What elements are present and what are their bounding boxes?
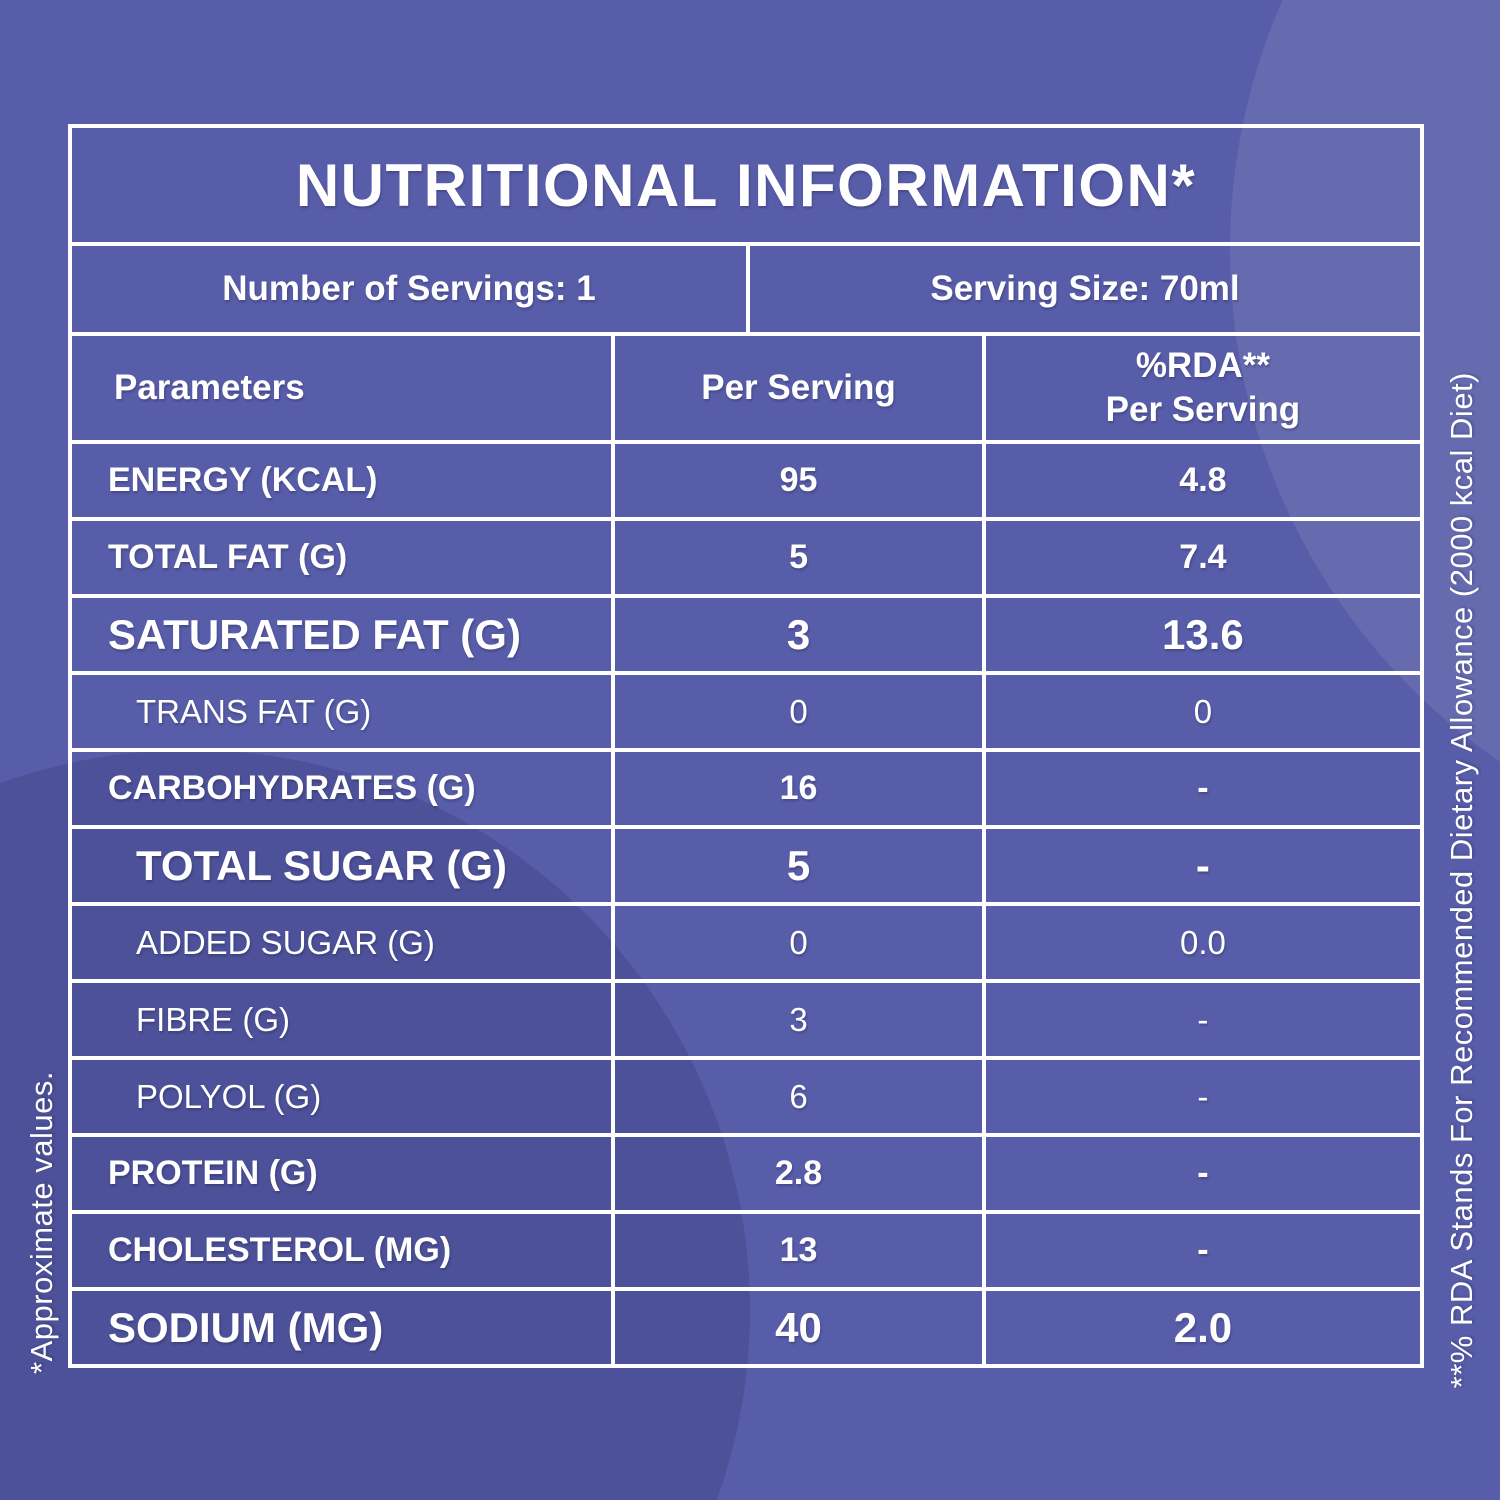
parameter-cell: TRANS FAT (G) (136, 692, 372, 730)
title-cell: NUTRITIONAL INFORMATION* (72, 128, 1420, 242)
table-row-added-sugar: ADDED SUGAR (G) 0 0.0 (72, 902, 1420, 979)
rda-cell: - (981, 752, 1420, 825)
per-serving-cell: 0 (611, 675, 982, 748)
per-serving-cell: 5 (611, 829, 982, 902)
rda-cell: 7.4 (981, 521, 1420, 594)
column-header-rda: %RDA** Per Serving (981, 336, 1420, 440)
rda-cell: - (981, 983, 1420, 1056)
per-serving-cell: 5 (611, 521, 982, 594)
servings-row: Number of Servings: 1 Serving Size: 70ml (72, 242, 1420, 332)
per-serving-cell: 3 (611, 983, 982, 1056)
footnote-rda-definition: **% RDA Stands For Recommended Dietary A… (1444, 371, 1479, 1388)
nutrition-table: NUTRITIONAL INFORMATION* Number of Servi… (68, 124, 1424, 1368)
column-header-parameters: Parameters (114, 368, 305, 407)
serving-size: Serving Size: 70ml (746, 246, 1420, 332)
table-row-total-fat: TOTAL FAT (G) 5 7.4 (72, 517, 1420, 594)
parameter-cell: TOTAL SUGAR (G) (136, 841, 507, 889)
parameter-cell: ENERGY (KCAL) (108, 461, 378, 499)
parameter-cell: CHOLESTEROL (MG) (108, 1231, 452, 1269)
parameter-cell: CARBOHYDRATES (G) (108, 769, 476, 807)
rda-cell: - (981, 1060, 1420, 1133)
footnote-approximate-values: *Approximate values. (24, 1071, 59, 1374)
table-row-cholesterol: CHOLESTEROL (MG) 13 - (72, 1210, 1420, 1287)
parameter-cell: PROTEIN (G) (108, 1154, 318, 1192)
rda-cell: - (981, 1137, 1420, 1210)
per-serving-cell: 13 (611, 1214, 982, 1287)
per-serving-cell: 3 (611, 598, 982, 671)
page-title: NUTRITIONAL INFORMATION* (295, 151, 1197, 219)
rda-cell: - (981, 1214, 1420, 1287)
parameter-cell: TOTAL FAT (G) (108, 538, 348, 576)
table-row-energy: ENERGY (KCAL) 95 4.8 (72, 440, 1420, 517)
per-serving-cell: 6 (611, 1060, 982, 1133)
rda-cell: 13.6 (981, 598, 1420, 671)
per-serving-cell: 16 (611, 752, 982, 825)
rda-cell: 4.8 (981, 444, 1420, 517)
table-row-trans-fat: TRANS FAT (G) 0 0 (72, 671, 1420, 748)
per-serving-cell: 2.8 (611, 1137, 982, 1210)
column-header-per-serving: Per Serving (611, 336, 982, 440)
header-row: Parameters Per Serving %RDA** Per Servin… (72, 332, 1420, 440)
per-serving-cell: 95 (611, 444, 982, 517)
rda-cell: 2.0 (981, 1291, 1420, 1364)
title-row: NUTRITIONAL INFORMATION* (72, 128, 1420, 242)
table-row-carbohydrates: CARBOHYDRATES (G) 16 - (72, 748, 1420, 825)
rda-cell: - (981, 829, 1420, 902)
rda-cell: 0 (981, 675, 1420, 748)
rda-header-line1: %RDA** (1135, 346, 1271, 386)
rda-header-line2: Per Serving (1105, 390, 1301, 429)
number-of-servings: Number of Servings: 1 (222, 269, 596, 308)
parameter-cell: SODIUM (MG) (108, 1303, 384, 1351)
table-row-saturated-fat: SATURATED FAT (G) 3 13.6 (72, 594, 1420, 671)
parameter-cell: ADDED SUGAR (G) (136, 923, 435, 961)
table-row-total-sugar: TOTAL SUGAR (G) 5 - (72, 825, 1420, 902)
table-row-polyol: POLYOL (G) 6 - (72, 1056, 1420, 1133)
table-row-sodium: SODIUM (MG) 40 2.0 (72, 1287, 1420, 1364)
table-row-fibre: FIBRE (G) 3 - (72, 979, 1420, 1056)
rda-cell: 0.0 (981, 906, 1420, 979)
table-row-protein: PROTEIN (G) 2.8 - (72, 1133, 1420, 1210)
parameter-cell: POLYOL (G) (136, 1077, 322, 1115)
parameter-cell: SATURATED FAT (G) (108, 610, 521, 658)
parameter-cell: FIBRE (G) (136, 1000, 290, 1038)
per-serving-cell: 0 (611, 906, 982, 979)
per-serving-cell: 40 (611, 1291, 982, 1364)
